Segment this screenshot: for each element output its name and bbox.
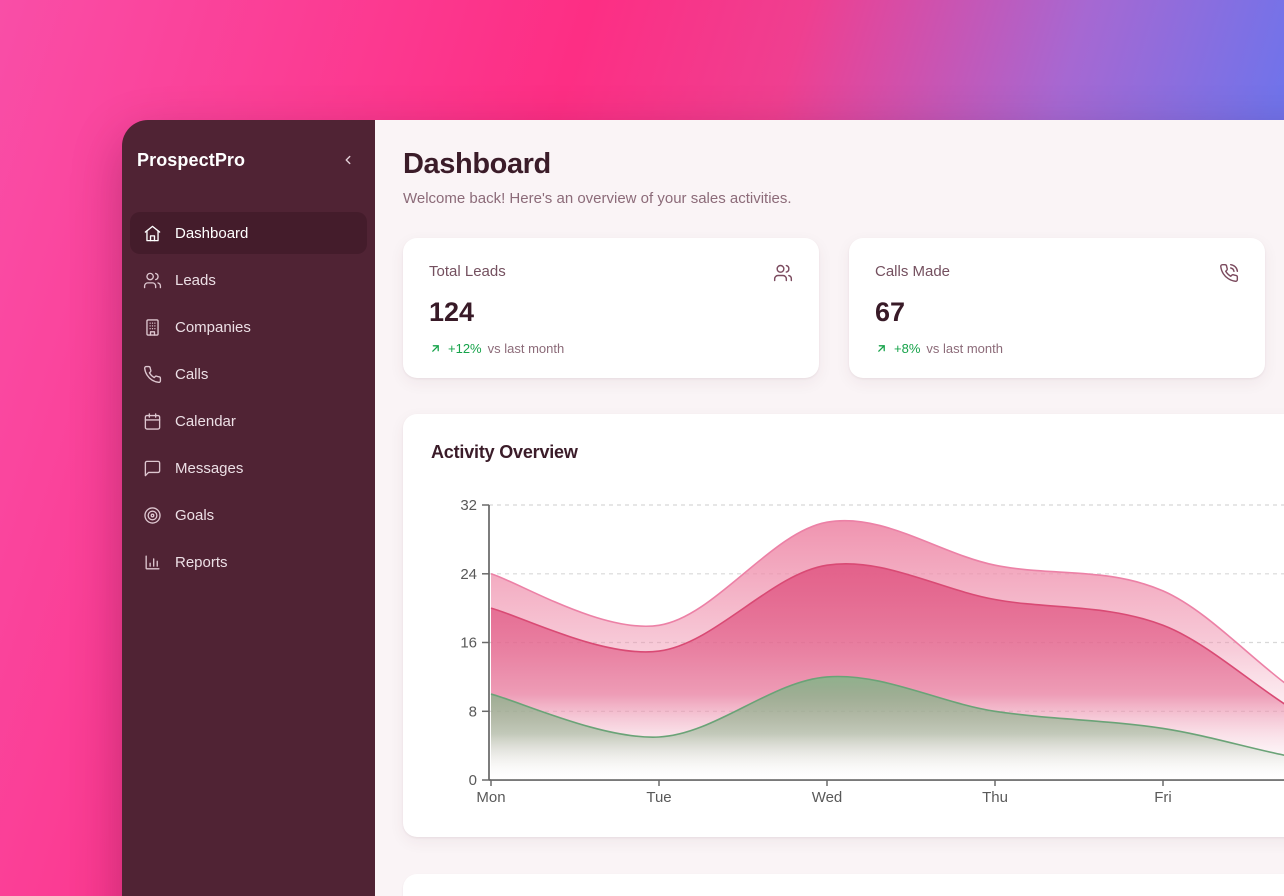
chart-title: Activity Overview (431, 442, 578, 462)
svg-text:Tue: Tue (646, 789, 671, 806)
stat-trend: +8% vs last month (875, 341, 1239, 356)
svg-text:0: 0 (469, 772, 477, 789)
app-logo: ProspectPro (137, 149, 246, 170)
stat-label: Total Leads (429, 263, 506, 280)
stats-row: Total Leads 124 +12% vs last month Calls Mad… (403, 238, 1284, 378)
svg-text:16: 16 (460, 635, 477, 652)
stat-card-header: Total Leads (429, 263, 793, 288)
stat-card-calls-made: Calls Made 67 +8% vs last month (849, 238, 1265, 378)
sidebar-item-messages[interactable]: Messages (130, 447, 367, 489)
sidebar-item-label: Leads (175, 271, 216, 289)
stat-trend: +12% vs last month (429, 341, 793, 356)
stat-label: Calls Made (875, 263, 951, 280)
svg-text:Fri: Fri (1154, 789, 1172, 806)
sidebar-item-leads[interactable]: Leads (130, 259, 367, 301)
sidebar-item-label: Calls (175, 365, 209, 383)
sidebar-nav: Dashboard Leads Companies Calls Calendar Mess… (130, 212, 367, 583)
users-icon (143, 271, 162, 290)
stat-value: 124 (429, 297, 475, 327)
home-icon (143, 224, 162, 243)
svg-text:24: 24 (460, 566, 477, 583)
trend-caption: vs last month (926, 341, 1003, 356)
sidebar-item-companies[interactable]: Companies (130, 306, 367, 348)
sidebar: ProspectPro Dashboard Leads Companies Calls… (122, 120, 375, 896)
target-icon (143, 506, 162, 525)
phone-call-icon (1219, 263, 1239, 288)
sidebar-item-goals[interactable]: Goals (130, 494, 367, 536)
bar-chart-icon (143, 553, 162, 572)
sidebar-item-label: Reports (175, 553, 228, 571)
calendar-icon (143, 412, 162, 431)
app-window: ProspectPro Dashboard Leads Companies Calls… (122, 120, 1284, 896)
message-square-icon (143, 459, 162, 478)
sidebar-collapse-button[interactable] (337, 149, 359, 171)
sidebar-item-label: Companies (175, 318, 251, 336)
stat-card-header: Calls Made (875, 263, 1239, 288)
stat-value: 67 (875, 297, 906, 327)
activity-overview-card: Activity Overview 0 8 16 24 32 Mon Tue Wed Thu Fr… (403, 414, 1284, 837)
page-title: Dashboard (403, 148, 551, 180)
sidebar-item-calls[interactable]: Calls (130, 353, 367, 395)
sidebar-item-dashboard[interactable]: Dashboard (130, 212, 367, 254)
sidebar-item-reports[interactable]: Reports (130, 541, 367, 583)
sidebar-item-calendar[interactable]: Calendar (130, 400, 367, 442)
next-section-card (403, 874, 1284, 896)
svg-text:8: 8 (469, 703, 477, 720)
sidebar-item-label: Goals (175, 506, 215, 524)
svg-text:Wed: Wed (812, 789, 843, 806)
trend-percent: +12% (448, 341, 482, 356)
sidebar-item-label: Dashboard (175, 224, 249, 242)
page-subtitle: Welcome back! Here's an overview of your… (403, 190, 792, 207)
stat-card-total-leads: Total Leads 124 +12% vs last month (403, 238, 819, 378)
trend-caption: vs last month (487, 341, 565, 356)
arrow-up-right-icon (875, 342, 888, 355)
svg-text:32: 32 (460, 497, 477, 514)
arrow-up-right-icon (429, 342, 442, 355)
sidebar-item-label: Calendar (175, 412, 236, 430)
main-content: Dashboard Welcome back! Here's an overvi… (375, 120, 1284, 896)
sidebar-item-label: Messages (175, 459, 244, 477)
trend-percent: +8% (894, 341, 921, 356)
svg-text:Mon: Mon (476, 789, 505, 806)
building-icon (143, 318, 162, 337)
phone-icon (143, 365, 162, 384)
users-icon (773, 263, 793, 288)
svg-text:Thu: Thu (982, 789, 1008, 806)
chevron-left-icon (341, 153, 355, 167)
sidebar-header: ProspectPro (130, 148, 367, 172)
